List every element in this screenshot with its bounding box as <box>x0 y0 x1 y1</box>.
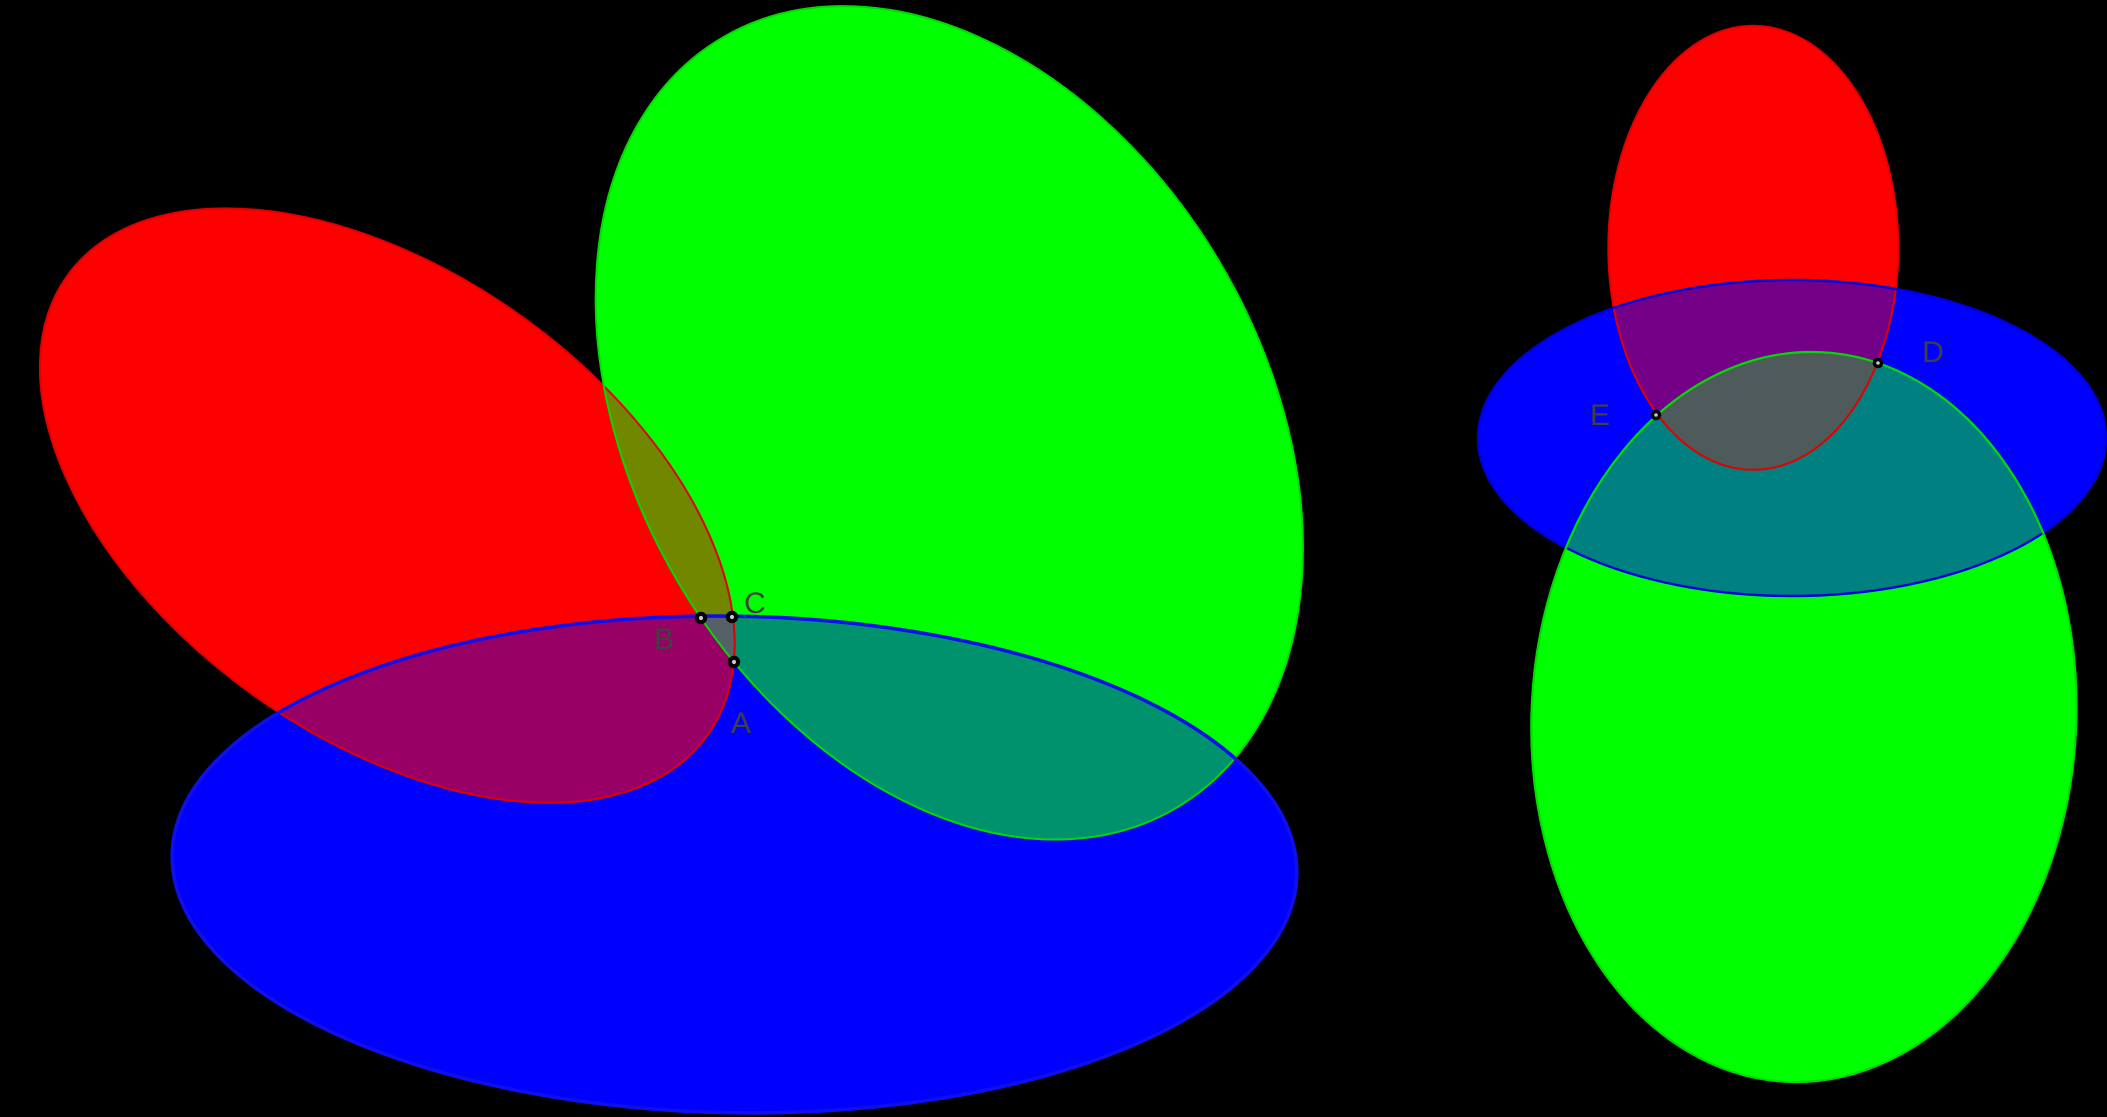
point-A-center-dot <box>731 659 737 665</box>
point-label-C: C <box>744 587 766 620</box>
point-E-center-dot <box>1654 413 1658 417</box>
left-ellipse-group: A B C <box>0 0 1447 1117</box>
point-label-D: D <box>1922 336 1944 369</box>
right-red-ellipse-outline[interactable] <box>1607 24 1900 471</box>
point-label-E: E <box>1590 399 1610 432</box>
left-red-ellipse-outline[interactable] <box>0 87 843 924</box>
left-green-ellipse-outline[interactable] <box>451 0 1447 968</box>
right-ellipse-group: DE <box>1476 24 2107 1094</box>
right-blue-ellipse-outline[interactable] <box>1476 278 2107 598</box>
right-green-ellipse-outline[interactable] <box>1515 339 2094 1094</box>
point-C-center-dot <box>729 614 735 620</box>
point-label-A: A <box>731 707 751 740</box>
point-label-B: B <box>654 623 674 656</box>
left-blue-ellipse-outline[interactable] <box>168 606 1301 1117</box>
right-green-blue-overlap <box>1531 351 2077 596</box>
point-B-center-dot <box>698 615 704 621</box>
point-D-center-dot <box>1876 361 1880 365</box>
